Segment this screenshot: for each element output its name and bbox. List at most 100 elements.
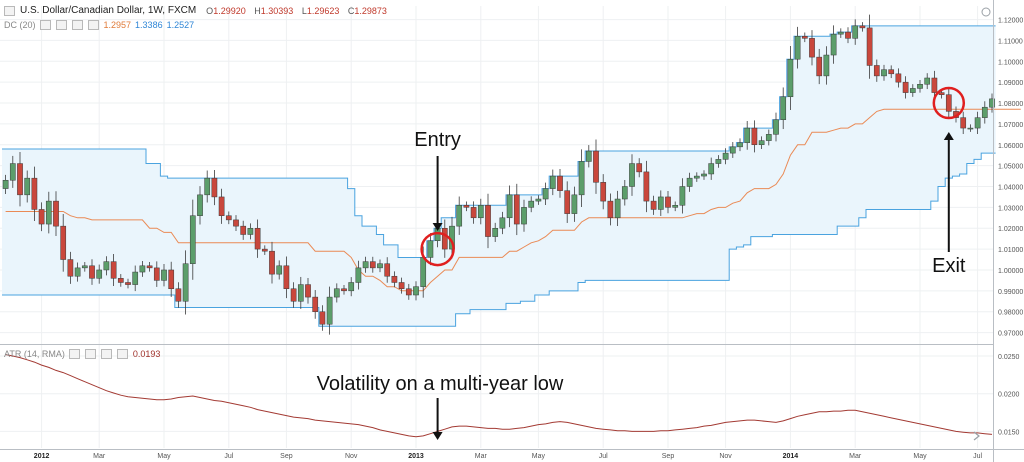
candle-body: [225, 215, 232, 221]
candle-body: [182, 263, 189, 302]
entry-arrow-head: [432, 223, 443, 231]
candle-body: [218, 196, 225, 216]
settings-gear-icon: [981, 7, 991, 17]
candle-body: [499, 217, 506, 229]
candle-body: [312, 296, 319, 312]
candle-body: [657, 196, 664, 210]
candle-body: [38, 209, 45, 225]
candle-body: [297, 284, 304, 302]
price-tick-label: 1.09000: [998, 80, 1023, 87]
atr-value: 0.0193: [132, 349, 161, 359]
candle-body: [146, 265, 153, 269]
candle-body: [607, 200, 614, 219]
more-icon[interactable]: [116, 349, 128, 359]
candle-body: [830, 33, 837, 56]
channel-fill: [2, 25, 996, 327]
candle-body: [369, 261, 376, 269]
price-tick-label: 1.00000: [998, 268, 1023, 275]
close-icon[interactable]: [100, 349, 112, 359]
candle-body: [801, 36, 808, 39]
candle-body: [967, 127, 974, 130]
volatility-label: Volatility on a multi-year low: [317, 373, 564, 395]
symbol-title: U.S. Dollar/Canadian Dollar, 1W, FXCM: [20, 5, 197, 16]
atr-legend[interactable]: ATR (14, RMA) 0.0193: [4, 349, 160, 359]
time-tick-label: May: [157, 453, 171, 460]
more-icon[interactable]: [87, 20, 99, 30]
candle-body: [456, 205, 463, 227]
price-tick-label: 0.99000: [998, 289, 1023, 296]
candle-body: [211, 177, 218, 198]
time-tick-label: 2013: [408, 453, 424, 460]
time-tick-label: Mar: [93, 453, 106, 460]
eye-icon[interactable]: [68, 349, 80, 359]
candle-body: [17, 163, 23, 196]
candle-body: [715, 159, 722, 164]
candle-body: [276, 265, 283, 275]
price-candles[interactable]: [2, 14, 995, 335]
candle-body: [981, 106, 988, 118]
candle-body: [780, 96, 787, 120]
candle-body: [348, 282, 355, 292]
candle-body: [564, 190, 571, 214]
candle-body: [852, 25, 859, 39]
candle-body: [391, 275, 398, 283]
settings-icon[interactable]: [84, 349, 96, 359]
candle-body: [189, 215, 196, 264]
candle-body: [629, 163, 635, 187]
channel-lower-band: [2, 152, 996, 327]
candle-body: [672, 205, 679, 208]
candle-body: [24, 177, 31, 196]
candle-body: [355, 267, 362, 283]
candle-body: [816, 56, 823, 77]
candle-body: [809, 38, 815, 58]
candle-body: [845, 31, 851, 39]
candle-body: [492, 227, 499, 237]
candle-body: [751, 127, 758, 146]
donchian-legend[interactable]: DC (20) 1.2957 1.3386 1.2527: [4, 20, 194, 30]
candle-body: [708, 163, 715, 175]
eye-icon[interactable]: [39, 20, 51, 30]
atr-label: ATR (14, RMA): [4, 349, 65, 359]
candle-body: [837, 31, 844, 35]
candle-body: [53, 200, 59, 227]
candle-body: [895, 73, 902, 83]
collapse-icon[interactable]: [4, 5, 15, 16]
price-tick-label: 1.07000: [998, 122, 1023, 129]
atr-line: [5, 354, 993, 438]
atr-tick-label: 0.0200: [998, 392, 1020, 399]
price-tick-label: 1.05000: [998, 164, 1023, 171]
candle-body: [686, 177, 693, 187]
price-tick-label: 1.03000: [998, 205, 1023, 212]
time-tick-label: 2014: [783, 453, 799, 460]
price-tick-label: 1.06000: [998, 143, 1023, 150]
symbol-legend: U.S. Dollar/Canadian Dollar, 1W, FXCM O1…: [4, 5, 387, 16]
candle-body: [290, 288, 297, 302]
price-tick-label: 1.04000: [998, 184, 1023, 191]
candle-body: [557, 175, 563, 191]
candle-body: [794, 36, 801, 60]
candle-body: [643, 171, 650, 202]
price-tick-label: 0.97000: [998, 331, 1023, 338]
candle-body: [513, 194, 520, 225]
close-icon[interactable]: [71, 20, 83, 30]
candle-body: [326, 296, 333, 325]
candle-body: [636, 163, 643, 173]
candle-body: [441, 227, 448, 250]
candle-body: [398, 282, 405, 289]
candle-body: [873, 65, 880, 77]
candle-body: [67, 259, 74, 277]
candle-body: [650, 200, 657, 210]
candle-body: [132, 271, 139, 285]
price-tick-label: 0.98000: [998, 310, 1023, 317]
candle-body: [103, 261, 110, 271]
candle-body: [578, 161, 585, 196]
settings-icon[interactable]: [55, 20, 67, 30]
candle-body: [600, 182, 607, 202]
candle-body: [463, 205, 470, 208]
candle-body: [377, 263, 383, 269]
candle-body: [204, 177, 211, 196]
candle-body: [614, 198, 621, 219]
time-tick-label: Jul: [973, 453, 982, 460]
exit-circle: [932, 86, 966, 120]
